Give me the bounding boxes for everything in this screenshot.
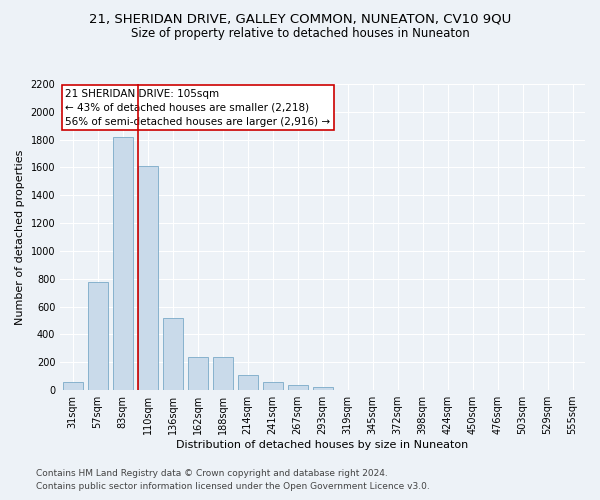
Bar (88, 282, 107, 390)
Y-axis label: Number of detached properties: Number of detached properties (15, 150, 25, 324)
Text: Size of property relative to detached houses in Nuneaton: Size of property relative to detached ho… (131, 28, 469, 40)
Bar (263, 382, 283, 390)
Bar (287, 384, 308, 390)
Text: 21, SHERIDAN DRIVE, GALLEY COMMON, NUNEATON, CV10 9QU: 21, SHERIDAN DRIVE, GALLEY COMMON, NUNEA… (89, 12, 511, 26)
Text: Contains public sector information licensed under the Open Government Licence v3: Contains public sector information licen… (36, 482, 430, 491)
Bar (313, 387, 332, 390)
Bar (137, 166, 158, 390)
Text: 21 SHERIDAN DRIVE: 105sqm
← 43% of detached houses are smaller (2,218)
56% of se: 21 SHERIDAN DRIVE: 105sqm ← 43% of detac… (65, 88, 331, 126)
Bar (62, 382, 83, 390)
Bar (238, 376, 257, 390)
Bar (163, 318, 182, 390)
Bar (212, 356, 233, 390)
Text: Contains HM Land Registry data © Crown copyright and database right 2024.: Contains HM Land Registry data © Crown c… (36, 468, 388, 477)
Bar (188, 356, 208, 390)
Bar (113, 137, 133, 390)
X-axis label: Distribution of detached houses by size in Nuneaton: Distribution of detached houses by size … (176, 440, 469, 450)
